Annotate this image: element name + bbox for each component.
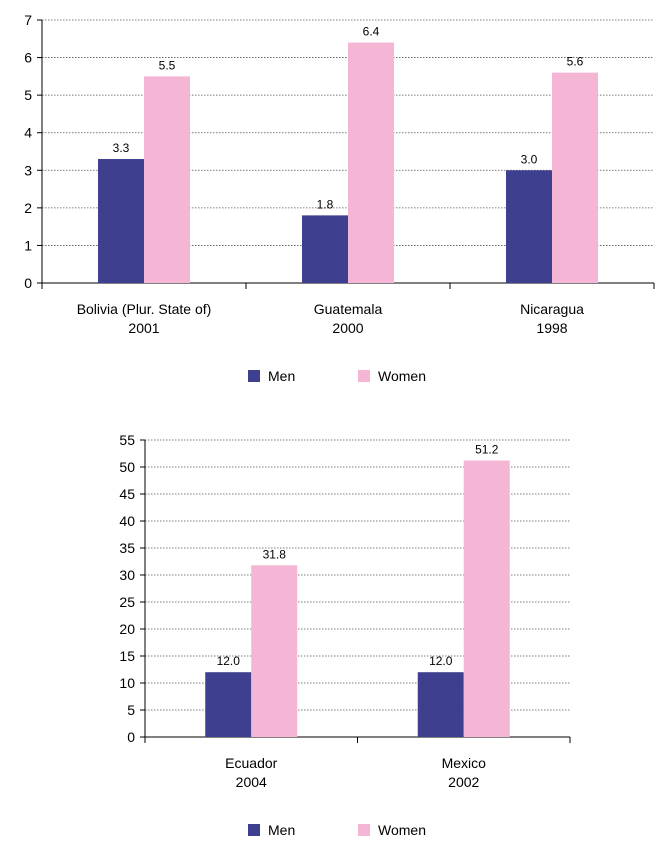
- legend-label-women: Women: [378, 822, 426, 838]
- category-label: Nicaragua: [520, 301, 584, 317]
- legend-label-women: Women: [378, 368, 426, 384]
- legend-swatch-women: [358, 824, 370, 836]
- y-tick-label: 30: [119, 567, 135, 583]
- y-tick-label: 5: [127, 702, 135, 718]
- bar-men: [302, 215, 348, 283]
- bar-women: [348, 42, 394, 283]
- category-label: Mexico: [442, 755, 487, 771]
- data-label: 3.3: [113, 141, 130, 155]
- y-tick-label: 35: [119, 540, 135, 556]
- category-label: 2002: [448, 774, 479, 790]
- y-tick-label: 6: [24, 50, 32, 66]
- data-label: 6.4: [363, 25, 380, 39]
- category-label: 1998: [536, 320, 567, 336]
- legend: Men Women: [248, 368, 426, 384]
- y-tick-label: 45: [119, 486, 135, 502]
- category-label: Guatemala: [314, 301, 383, 317]
- data-label: 3.0: [521, 152, 538, 166]
- data-label: 51.2: [475, 443, 499, 457]
- chart-1: 0 1 2 3 4 5 6 7 3.3 5.5 Bolivia (Plur. State of) 20…: [24, 12, 655, 384]
- y-tick-label: 0: [127, 729, 135, 745]
- category-label: 2000: [332, 320, 363, 336]
- bar-men: [417, 672, 464, 737]
- y-tick-label: 20: [119, 621, 135, 637]
- y-tick-label: 4: [24, 125, 32, 141]
- data-label: 12.0: [429, 654, 453, 668]
- bar-men: [506, 170, 552, 283]
- y-tick-label: 10: [119, 675, 135, 691]
- chart-2: 0 5 10 15 20 25 30 35 40 45 50 55 12.0 31.8 Ecuador 200…: [119, 432, 571, 838]
- y-tick-label: 55: [119, 432, 135, 448]
- legend-swatch-women: [358, 370, 370, 382]
- legend-label-men: Men: [268, 368, 295, 384]
- y-tick-label: 25: [119, 594, 135, 610]
- y-tick-label: 7: [24, 12, 32, 28]
- y-tick-label: 0: [24, 275, 32, 291]
- category-label: 2004: [236, 774, 267, 790]
- data-label: 5.5: [159, 58, 176, 72]
- data-label: 5.6: [567, 55, 584, 69]
- legend-swatch-men: [248, 824, 260, 836]
- category-label: Bolivia (Plur. State of): [77, 301, 212, 317]
- bar-men: [205, 672, 252, 737]
- legend-swatch-men: [248, 370, 260, 382]
- y-tick-label: 3: [24, 162, 32, 178]
- category-label: 2001: [128, 320, 159, 336]
- y-tick-label: 40: [119, 513, 135, 529]
- legend-label-men: Men: [268, 822, 295, 838]
- bar-women: [463, 460, 510, 737]
- bar-women: [251, 565, 298, 737]
- category-label: Ecuador: [225, 755, 277, 771]
- data-label: 1.8: [317, 197, 334, 211]
- bar-women: [144, 76, 190, 283]
- y-tick-label: 2: [24, 200, 32, 216]
- data-label: 31.8: [263, 547, 287, 561]
- bar-women: [552, 72, 598, 283]
- y-tick-label: 15: [119, 648, 135, 664]
- y-tick-label: 1: [24, 237, 32, 253]
- bar-men: [98, 159, 144, 283]
- data-label: 12.0: [217, 654, 241, 668]
- legend: Men Women: [248, 822, 426, 838]
- y-tick-label: 5: [24, 87, 32, 103]
- y-tick-label: 50: [119, 459, 135, 475]
